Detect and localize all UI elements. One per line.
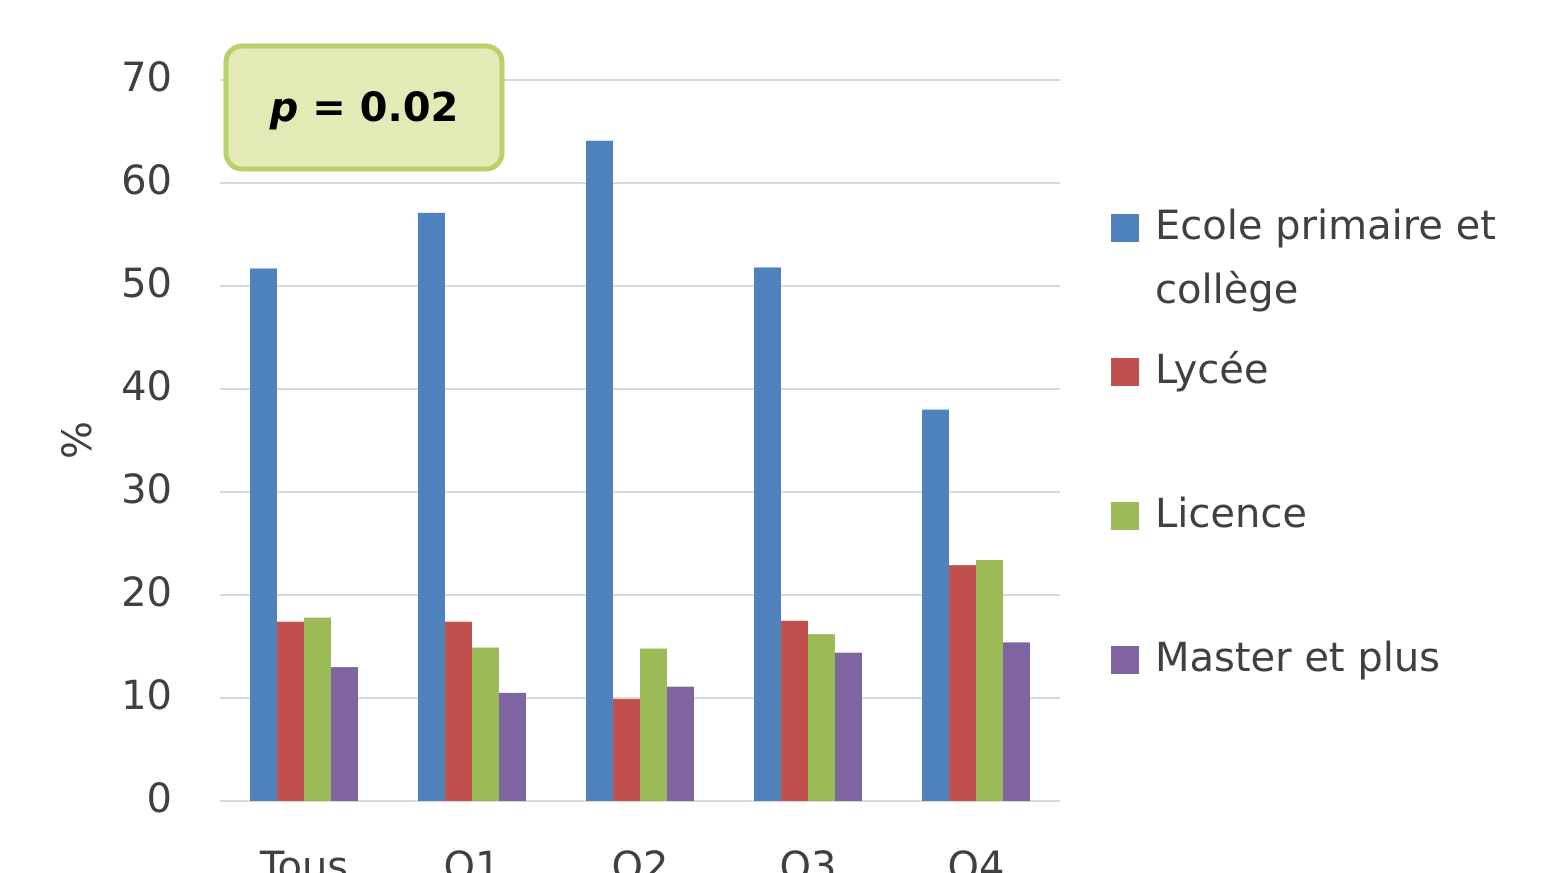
bar [472,647,499,801]
legend-swatch [1111,358,1139,386]
y-tick-label: 0 [147,776,172,822]
legend-label-line: collège [1155,267,1298,313]
bar [277,621,304,801]
annotation-text: = 0.02 [312,85,458,131]
legend-label-line: Ecole primaire et [1155,203,1496,249]
legend-label: Lycée [1155,347,1269,393]
annotation-frame [223,43,505,172]
x-tick-label: Tous [259,844,348,873]
bar [418,212,445,801]
y-tick-label: 40 [121,364,172,410]
bar [613,699,640,801]
x-tick-label: Q2 [612,844,669,873]
bar [640,648,667,801]
annotation: p = 0.02 [269,85,459,131]
y-tick-label: 30 [121,467,172,513]
bar [754,267,781,802]
bar [667,686,694,801]
bar [922,409,949,801]
legend-label: Master et plus [1155,635,1440,681]
y-axis-label: % [55,421,101,459]
bar [586,140,613,801]
bar [1003,642,1030,801]
legend-swatch [1111,502,1139,530]
bar [781,620,808,801]
bar [250,268,277,801]
y-tick-label: 50 [121,261,172,307]
legend-swatch [1111,646,1139,674]
y-tick-label: 10 [121,673,172,719]
bar [304,617,331,801]
bar [835,652,862,801]
y-tick-label: 60 [121,158,172,204]
bar [808,634,835,801]
bar [445,621,472,801]
bar [499,692,526,801]
annotation-box: p = 0.02 [223,43,505,172]
legend-label: Licence [1155,491,1307,537]
bar [976,559,1003,801]
bar [949,565,976,801]
annotation-variable: p [269,85,299,131]
legend-label: Ecole primaire et collège [1155,203,1496,313]
y-tick-label: 70 [121,55,172,101]
y-tick-label: 20 [121,570,172,616]
bar [331,667,358,801]
x-tick-label: Q1 [444,844,501,873]
x-tick-label: Q3 [780,844,837,873]
x-tick-label: Q4 [948,844,1005,873]
legend-swatch [1111,214,1139,242]
